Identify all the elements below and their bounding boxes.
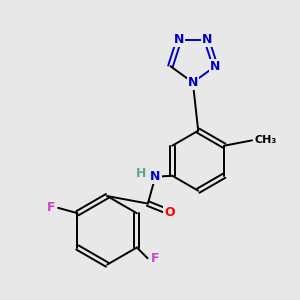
Text: F: F <box>151 252 159 265</box>
Text: N: N <box>150 170 161 183</box>
Text: N: N <box>210 60 220 73</box>
Text: F: F <box>46 201 55 214</box>
Text: N: N <box>188 76 198 89</box>
Text: N: N <box>202 33 212 46</box>
Text: CH₃: CH₃ <box>254 135 276 146</box>
Text: H: H <box>136 167 147 180</box>
Text: N: N <box>174 33 184 46</box>
Text: O: O <box>164 206 175 219</box>
